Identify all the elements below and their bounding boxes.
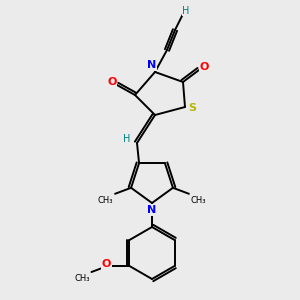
Text: N: N — [147, 205, 157, 215]
Text: CH₃: CH₃ — [98, 196, 113, 205]
Text: O: O — [199, 62, 209, 72]
Text: O: O — [102, 259, 111, 269]
Text: N: N — [147, 60, 157, 70]
Text: S: S — [188, 103, 196, 113]
Text: H: H — [123, 134, 131, 144]
Text: CH₃: CH₃ — [75, 274, 91, 283]
Text: H: H — [182, 6, 190, 16]
Text: O: O — [107, 77, 117, 87]
Text: CH₃: CH₃ — [191, 196, 206, 205]
